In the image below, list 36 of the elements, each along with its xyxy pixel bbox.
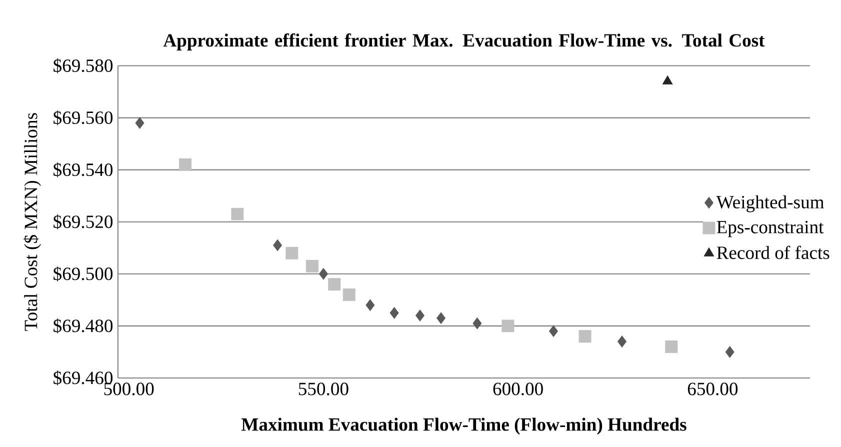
y-tick-label: $69.580 bbox=[54, 58, 113, 74]
legend-label: Record of facts bbox=[716, 246, 830, 260]
point bbox=[342, 288, 356, 301]
point bbox=[416, 310, 424, 322]
x-tick-label: 650.00 bbox=[688, 382, 738, 396]
point bbox=[319, 268, 328, 280]
point bbox=[662, 75, 673, 84]
x-tick-label: 550.00 bbox=[298, 382, 348, 396]
point bbox=[286, 246, 298, 260]
x-tick-label: 600.00 bbox=[493, 382, 543, 396]
point bbox=[502, 320, 514, 332]
point bbox=[549, 325, 558, 337]
chart-title: Approximate efficient frontier Max. Evacuation Flow-Time vs. Total Cost bbox=[163, 33, 765, 50]
y-tick-label: $69.540 bbox=[54, 162, 113, 178]
y-tick-label: $69.500 bbox=[54, 266, 113, 282]
point bbox=[366, 299, 375, 311]
legend-label: Eps-constraint bbox=[716, 220, 824, 238]
point bbox=[436, 312, 446, 324]
point bbox=[179, 158, 192, 171]
point bbox=[273, 239, 282, 252]
point bbox=[231, 208, 244, 220]
legend-label: Weighted-sum bbox=[716, 195, 824, 212]
y-tick-label: $69.520 bbox=[54, 214, 113, 230]
y-axis-title: Total Cost ($ MXN) Millions bbox=[24, 113, 42, 331]
point bbox=[135, 117, 144, 129]
point bbox=[665, 340, 678, 353]
point bbox=[390, 307, 399, 319]
y-tick-label: $69.560 bbox=[54, 110, 113, 126]
x-axis-title: Maximum Evacuation Flow-Time (Flow-min) Hundreds bbox=[241, 418, 686, 434]
point bbox=[328, 278, 341, 290]
point bbox=[578, 330, 592, 343]
point bbox=[472, 317, 482, 330]
point bbox=[725, 346, 734, 358]
point bbox=[306, 260, 318, 272]
y-tick-label: $69.480 bbox=[54, 318, 113, 334]
point bbox=[618, 336, 626, 348]
